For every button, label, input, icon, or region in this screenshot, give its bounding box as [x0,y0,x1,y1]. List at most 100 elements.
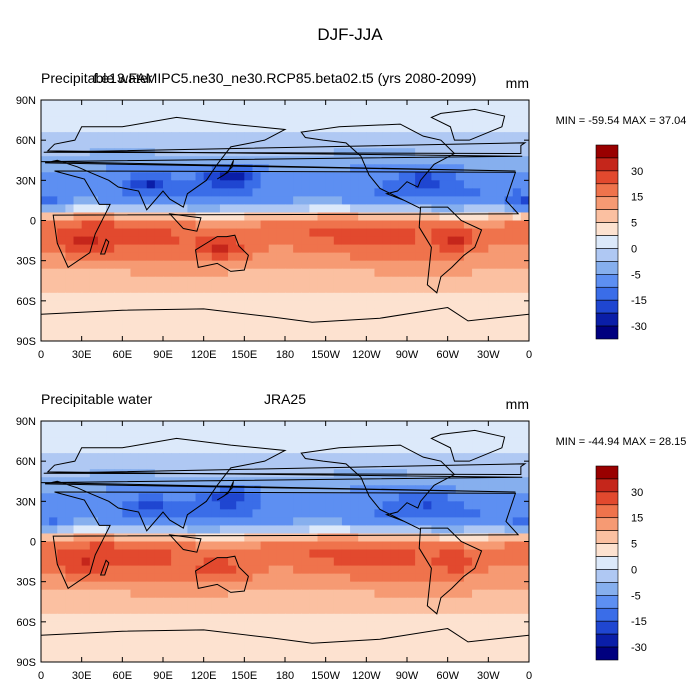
x-tick-label: 90E [153,349,173,361]
x-tick-label: 120E [191,670,217,682]
min-max-stats: MIN = -44.94 MAX = 28.15 [556,436,687,448]
colorbar-box [595,465,619,480]
colorbar-box [595,582,619,596]
colorbar-label: 0 [631,243,637,255]
y-tick-label: 60S [16,296,36,308]
x-tick-label: 120W [352,670,381,682]
colorbar-box [595,274,619,288]
colorbar-box [595,248,619,262]
y-tick-label: 30N [16,496,36,508]
y-tick-label: 90N [16,95,36,107]
colorbar-label: 5 [631,539,637,551]
x-tick-label: 60W [436,349,459,361]
colorbar-box [595,261,619,275]
colorbar-box [595,517,619,531]
panel-center-title: f.e13.FAMIPC5.ne30_ne30.RCP85.beta02.t5 … [94,70,477,86]
y-tick-label: 30S [16,577,36,589]
x-tick-label: 180 [276,670,294,682]
x-tick-label: 60W [436,670,459,682]
colorbar-label: -15 [631,295,647,307]
x-tick-label: 90E [153,670,173,682]
x-tick-label: 90W [396,670,419,682]
x-tick-label: 150E [231,349,257,361]
colorbar-label: 0 [631,564,637,576]
contour-field [41,100,529,341]
y-tick-label: 60S [16,617,36,629]
colorbar-label: -30 [631,321,647,333]
x-tick-label: 30E [72,349,92,361]
x-tick-label: 60E [113,670,133,682]
y-tick-label: 90N [16,416,36,428]
y-tick-label: 60N [16,456,36,468]
panel-center-title: JRA25 [264,391,306,407]
colorbar-box [595,491,619,506]
colorbar-label: -5 [631,590,641,602]
colorbar-box [595,235,619,249]
colorbar-box [595,478,619,493]
panel-left-title: Precipitable water [41,391,153,407]
map-panel-1: 0 30E 60E 90E 120E 150E 180 150W 120W 90W 60W 30W 09… [16,70,687,361]
figure-title: DJF-JJA [317,25,383,44]
colorbar-box [595,504,619,519]
map-panel-2: 0 30E 60E 90E 120E 150E 180 150W 120W 90W 60W 30W 09… [16,391,687,682]
colorbar-box [595,157,619,172]
x-tick-label: 0 [38,349,44,361]
colorbar-box [595,569,619,583]
colorbar-label: -30 [631,642,647,654]
colorbar-box [595,222,619,236]
x-tick-label: 0 [38,670,44,682]
colorbar-label: 15 [631,513,643,525]
colorbar-label: 15 [631,192,643,204]
colorbar-box [595,183,619,198]
panel-units: mm [506,75,529,91]
y-tick-label: 0 [30,537,36,549]
min-max-stats: MIN = -59.54 MAX = 37.04 [556,115,687,127]
contour-field [41,421,529,662]
y-tick-label: 90S [16,336,36,348]
colorbar-label: 30 [631,487,643,499]
colorbar-box [595,530,619,544]
x-tick-label: 0 [526,349,532,361]
x-tick-label: 60E [113,349,133,361]
y-tick-label: 90S [16,657,36,669]
colorbar-box [595,209,619,223]
colorbar-box [595,144,619,159]
colorbar-box [595,633,619,648]
x-tick-label: 30W [477,349,500,361]
coastlines [41,429,529,644]
x-tick-label: 0 [526,670,532,682]
colorbar-box [595,620,619,635]
colorbar-box [595,543,619,557]
x-tick-label: 120E [191,349,217,361]
panel-units: mm [506,396,529,412]
x-tick-label: 30E [72,670,92,682]
y-tick-label: 0 [30,216,36,228]
colorbar-box [595,325,619,340]
colorbar-label: 30 [631,166,643,178]
colorbar-box [595,170,619,185]
colorbar-box [595,196,619,210]
x-tick-label: 150W [311,670,340,682]
x-tick-label: 180 [276,349,294,361]
colorbar-box [595,312,619,327]
colorbar-label: -15 [631,616,647,628]
colorbar-label: 5 [631,218,637,230]
colorbar-box [595,286,619,301]
colorbar-label: -5 [631,269,641,281]
colorbar-box [595,646,619,661]
y-tick-label: 30S [16,256,36,268]
x-tick-label: 30W [477,670,500,682]
colorbar-box [595,556,619,570]
colorbar-box [595,595,619,609]
panel-left-title: Precipitable water [41,70,153,86]
x-tick-label: 120W [352,349,381,361]
x-tick-label: 90W [396,349,419,361]
coastlines [41,108,529,323]
colorbar-box [595,299,619,314]
colorbar: 30 15 5 0 -5 -15 -30 [595,465,647,661]
colorbar-box [595,607,619,622]
y-tick-label: 30N [16,175,36,187]
x-tick-label: 150W [311,349,340,361]
y-tick-label: 60N [16,135,36,147]
